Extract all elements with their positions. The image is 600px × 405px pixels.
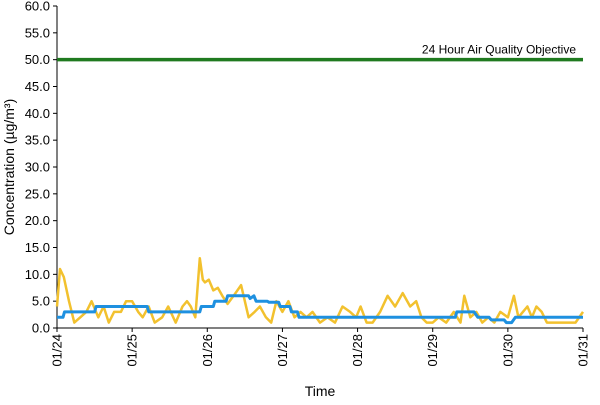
y-tick-label: 40.0 (25, 106, 50, 121)
y-tick-label: 10.0 (25, 267, 50, 282)
y-tick-label: 35.0 (25, 133, 50, 148)
y-tick-label: 20.0 (25, 213, 50, 228)
x-tick-label: 01/28 (350, 334, 365, 367)
reference-line-group: 24 Hour Air Quality Objective (57, 43, 583, 62)
series-group (55, 256, 585, 325)
x-tick-label: 01/30 (500, 334, 515, 367)
y-tick-label: 55.0 (25, 25, 50, 40)
x-tick-label: 01/29 (425, 334, 440, 367)
y-tick-label: 0.0 (32, 321, 50, 336)
y-tick-label: 25.0 (25, 186, 50, 201)
y-tick-label: 60.0 (25, 0, 50, 14)
y-tick-label: 45.0 (25, 79, 50, 94)
y-axis-ticks: 0.0 5.0 10.0 15.0 20.0 25.0 30.0 35.0 40.0 45.0 50… (25, 0, 57, 336)
air-quality-objective-label: 24 Hour Air Quality Objective (422, 43, 576, 57)
x-axis-ticks: 01/24 01/25 01/26 01/27 01/28 01/29 01/30 01/31 (50, 328, 591, 367)
y-tick-label: 50.0 (25, 52, 50, 67)
y-tick-label: 30.0 (25, 160, 50, 175)
x-tick-label: 01/26 (200, 334, 215, 367)
x-tick-label: 01/25 (125, 334, 140, 367)
x-axis-title: Time (305, 383, 336, 399)
x-tick-label: 01/27 (275, 334, 290, 367)
x-tick-label: 01/24 (50, 334, 65, 367)
x-tick-label: 01/31 (576, 334, 591, 367)
series-line-2 (57, 294, 583, 325)
y-tick-label: 5.0 (32, 294, 50, 309)
y-tick-label: 15.0 (25, 240, 50, 255)
series-line-1 (55, 256, 585, 324)
y-axis-title: Concentration (µg/m³) (1, 99, 17, 235)
